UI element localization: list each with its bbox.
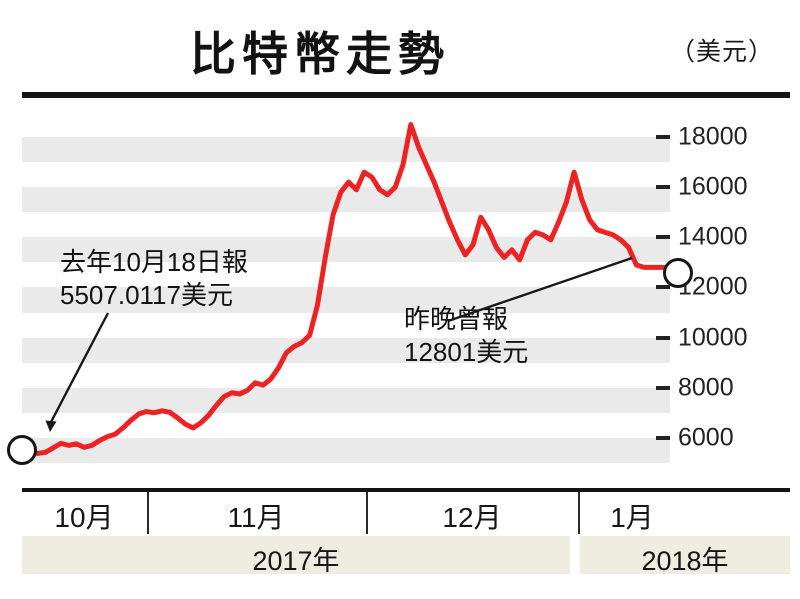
x-axis-month-label: 1月 [610, 502, 654, 533]
month-divider [366, 492, 368, 534]
y-axis-tick [656, 385, 670, 390]
title-rule [22, 92, 790, 98]
grid-band [22, 337, 670, 363]
x-axis-month-label: 12月 [442, 502, 502, 533]
y-axis-label: 10000 [678, 323, 748, 352]
x-axis-month-label: 10月 [54, 502, 114, 533]
annotation-right-line2: 12801美元 [404, 337, 529, 368]
year-label: 2017年 [252, 546, 340, 576]
x-axis-month-label: 11月 [227, 502, 285, 533]
unit-label: （美元） [669, 38, 774, 66]
month-divider [147, 492, 149, 534]
marker-start-point [7, 435, 37, 466]
grid-band [22, 387, 670, 413]
series-line [19, 122, 673, 456]
y-axis-label: 6000 [678, 423, 734, 452]
y-axis-tick [656, 185, 670, 190]
grid-band [22, 137, 670, 163]
annotation-right-line1: 昨晚曾報 [404, 304, 509, 334]
annotation-left: 去年10月18日報 5507.0117美元 [60, 246, 248, 313]
y-axis-tick [656, 235, 670, 240]
year-band [580, 536, 790, 574]
annotation-left-line1: 去年10月18日報 [60, 247, 248, 277]
y-axis-label: 16000 [678, 172, 748, 201]
annotation-left-line2: 5507.0117美元 [60, 280, 233, 311]
marker-end-point [663, 258, 693, 289]
grid-band [22, 437, 670, 463]
y-axis-tick [656, 135, 670, 140]
y-axis-tick [656, 285, 670, 290]
y-axis-label: 18000 [678, 122, 748, 151]
y-axis-tick [656, 335, 670, 340]
y-axis-label: 14000 [678, 222, 748, 251]
y-axis-tick [656, 435, 670, 440]
x-axis-line [22, 488, 790, 492]
month-divider [578, 492, 580, 534]
year-band [22, 536, 570, 574]
annotation-right: 昨晚曾報 12801美元 [404, 303, 528, 370]
year-label: 2018年 [641, 546, 729, 576]
y-axis-label: 8000 [678, 373, 734, 402]
page-title: 比特幣走勢 [190, 27, 450, 81]
price-line [19, 122, 673, 456]
